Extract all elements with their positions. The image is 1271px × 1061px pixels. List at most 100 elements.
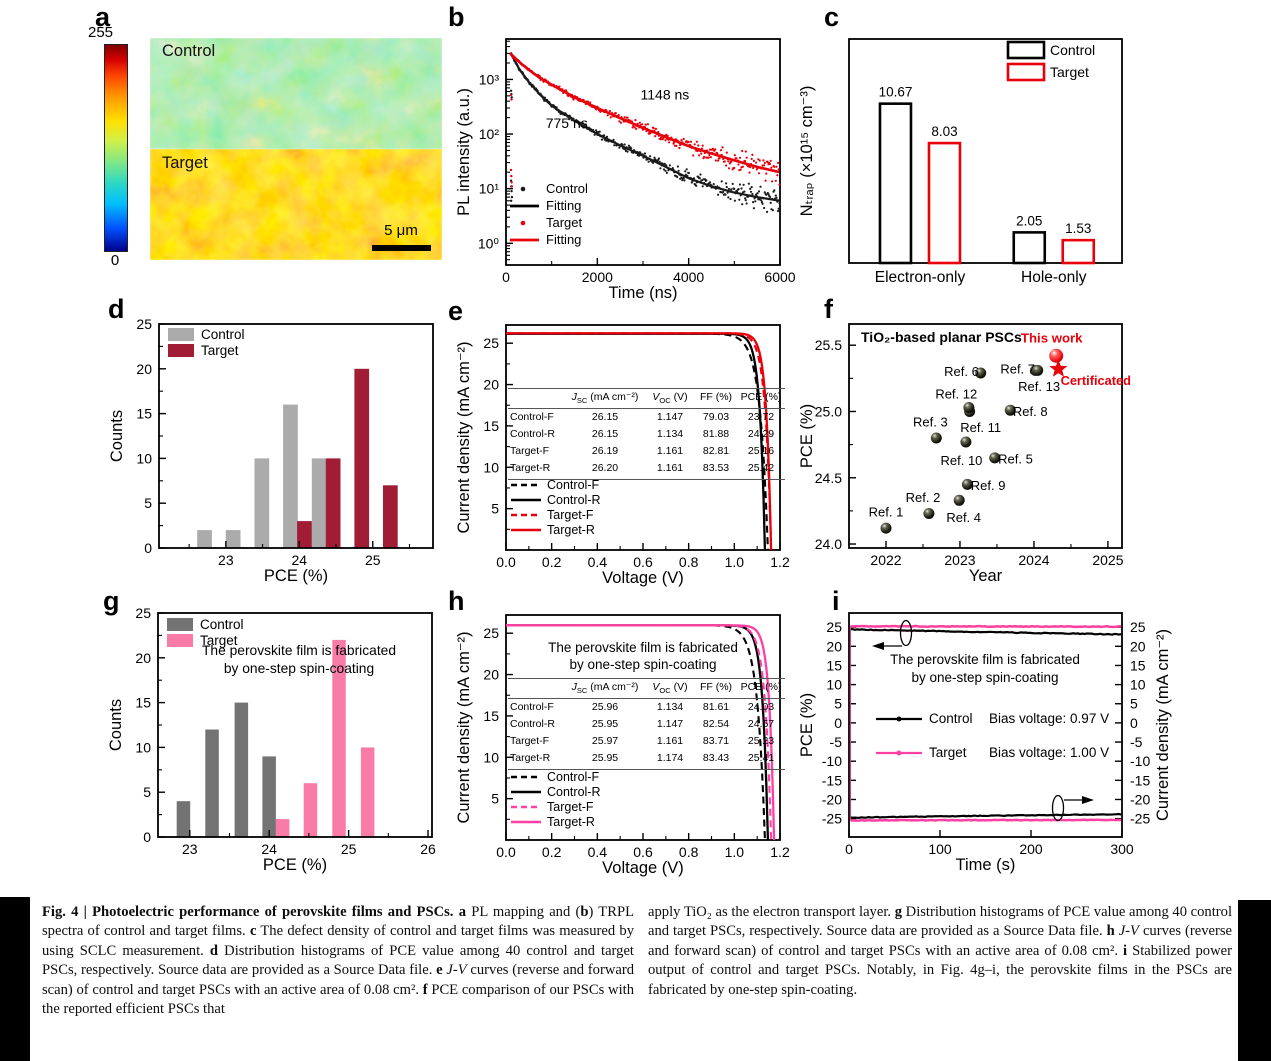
- svg-text:4000: 4000: [673, 269, 704, 285]
- chart-c-ntrap: Nₜᵣₐₚ (×10¹⁵ cm⁻³) Electron-only 10.67 8.03…: [798, 38, 1123, 286]
- svg-text:Time (s): Time (s): [956, 856, 1016, 874]
- svg-text:24.0: 24.0: [815, 536, 842, 552]
- svg-text:0.8: 0.8: [679, 554, 699, 570]
- svg-text:Target-R: Target-R: [547, 815, 595, 829]
- svg-text:5: 5: [491, 791, 499, 807]
- svg-text:5: 5: [143, 784, 151, 800]
- svg-text:5: 5: [834, 696, 842, 712]
- svg-text:5: 5: [1130, 696, 1138, 712]
- svg-text:Bias voltage: 0.97 V: Bias voltage: 0.97 V: [989, 711, 1109, 726]
- svg-text:0: 0: [144, 540, 152, 556]
- svg-text:775 ns: 775 ns: [546, 115, 588, 131]
- svg-text:Ref. 11: Ref. 11: [960, 420, 1001, 435]
- svg-text:24: 24: [292, 552, 308, 568]
- svg-text:20: 20: [136, 361, 152, 377]
- caption-segment: J-V: [1118, 923, 1139, 940]
- svg-text:0.0: 0.0: [496, 554, 516, 570]
- svg-text:15: 15: [1130, 657, 1146, 673]
- svg-text:25: 25: [826, 619, 842, 635]
- svg-text:24.5: 24.5: [815, 470, 842, 486]
- jv-table-row: Target-F 25.97 1.161 83.71 25.23: [510, 734, 775, 747]
- svg-text:25: 25: [483, 625, 499, 641]
- svg-text:Electron-only: Electron-only: [875, 269, 966, 286]
- caption-segment: e: [436, 962, 443, 979]
- control-map-label: Control: [162, 42, 216, 60]
- chart-g-histogram: 23 24 25 26 0 5 10 15 20 25 PCE (%) Counts ControlTa…: [107, 605, 436, 874]
- svg-text:25: 25: [483, 335, 499, 351]
- svg-text:-10: -10: [1130, 753, 1150, 769]
- svg-text:24: 24: [261, 841, 277, 857]
- svg-text:Ref. 12: Ref. 12: [935, 387, 977, 402]
- svg-text:The perovskite film is fabrica: The perovskite film is fabricated: [890, 652, 1080, 667]
- svg-text:-20: -20: [822, 791, 842, 807]
- page-edge-bar-left: [0, 897, 30, 1061]
- svg-text:0: 0: [834, 715, 842, 731]
- svg-text:25.0: 25.0: [815, 403, 842, 419]
- svg-text:23: 23: [218, 552, 234, 568]
- svg-text:1.0: 1.0: [725, 844, 745, 860]
- svg-text:10: 10: [136, 450, 152, 466]
- svg-text:15: 15: [483, 418, 499, 434]
- svg-text:20: 20: [483, 377, 499, 393]
- svg-text:TiO₂-based planar PSCs: TiO₂-based planar PSCs: [861, 329, 1022, 345]
- svg-text:20: 20: [1130, 638, 1146, 654]
- svg-text:10: 10: [483, 749, 499, 765]
- svg-text:Ref. 3: Ref. 3: [913, 415, 948, 430]
- svg-text:1.2: 1.2: [770, 844, 790, 860]
- svg-text:1.0: 1.0: [725, 554, 745, 570]
- svg-text:Control-F: Control-F: [547, 478, 599, 492]
- svg-text:10.67: 10.67: [879, 85, 913, 100]
- svg-text:20: 20: [483, 667, 499, 683]
- svg-text:15: 15: [136, 406, 152, 422]
- svg-text:1148 ns: 1148 ns: [641, 86, 690, 102]
- svg-text:Ref. 9: Ref. 9: [971, 478, 1006, 493]
- svg-text:0.4: 0.4: [588, 554, 608, 570]
- caption-segment: The defect density of control and target…: [42, 923, 634, 959]
- svg-text:0.2: 0.2: [542, 844, 562, 860]
- svg-text:0: 0: [143, 829, 151, 845]
- svg-text:23: 23: [182, 841, 198, 857]
- svg-text:-10: -10: [822, 753, 842, 769]
- svg-text:25: 25: [365, 552, 381, 568]
- svg-text:0: 0: [1130, 715, 1138, 731]
- svg-text:0.2: 0.2: [542, 554, 562, 570]
- control-film-map: [150, 38, 442, 149]
- caption-segment: d: [209, 942, 219, 959]
- caption-segment: Stabilized power output of control and t…: [648, 942, 1232, 998]
- svg-text:6000: 6000: [764, 269, 795, 285]
- svg-text:PL intensity (a.u.): PL intensity (a.u.): [455, 88, 473, 216]
- svg-text:Target: Target: [1050, 64, 1089, 80]
- svg-text:10¹: 10¹: [479, 181, 500, 197]
- caption-segment: J-V: [446, 962, 467, 979]
- svg-text:by one-step spin-coating: by one-step spin-coating: [569, 657, 716, 672]
- chart-f-pce-comparison: 2022 2023 2024 2025 24.0 24.5 25.0 25.5 Year PCE …: [798, 323, 1131, 585]
- svg-text:Control: Control: [929, 711, 973, 726]
- svg-text:15: 15: [135, 695, 151, 711]
- svg-text:Control-R: Control-R: [547, 493, 601, 507]
- caption-segment: h: [1106, 923, 1115, 940]
- svg-text:100: 100: [928, 841, 952, 857]
- scalebar: [372, 245, 431, 251]
- caption-segment: b: [580, 904, 589, 920]
- svg-text:-20: -20: [1130, 791, 1150, 807]
- caption-segment: curves (reverse and forward scan) of con…: [648, 923, 1233, 959]
- panel-letter-g: g: [103, 586, 120, 616]
- svg-text:25: 25: [136, 316, 152, 332]
- svg-text:300: 300: [1110, 841, 1134, 857]
- panel-letter-a: a: [95, 2, 111, 32]
- caption-left-column: Fig. 4 | Photoelectric performance of pe…: [42, 903, 634, 1019]
- pl-map-image: [150, 38, 442, 260]
- caption-segment: PCE comparison of our PSCs with the repo…: [42, 981, 634, 1018]
- svg-text:The perovskite film is fabrica: The perovskite film is fabricated: [202, 643, 396, 658]
- svg-text:10: 10: [135, 739, 151, 755]
- svg-text:Ref. 1: Ref. 1: [869, 505, 904, 520]
- caption-segment: f: [422, 981, 428, 998]
- svg-text:Target-R: Target-R: [547, 523, 595, 537]
- panel-letter-i: i: [832, 586, 840, 616]
- svg-text:Ref. 7: Ref. 7: [1000, 362, 1035, 377]
- scalebar-label: 5 μm: [384, 222, 418, 239]
- chart-e-jv: 0.0 0.2 0.4 0.6 0.8 1.0 1.2 5 10 15 20 25 Voltage (V…: [455, 324, 790, 587]
- svg-text:1.2: 1.2: [770, 554, 790, 570]
- caption-segment: ) TRPL spectra of control and target fil…: [42, 904, 634, 940]
